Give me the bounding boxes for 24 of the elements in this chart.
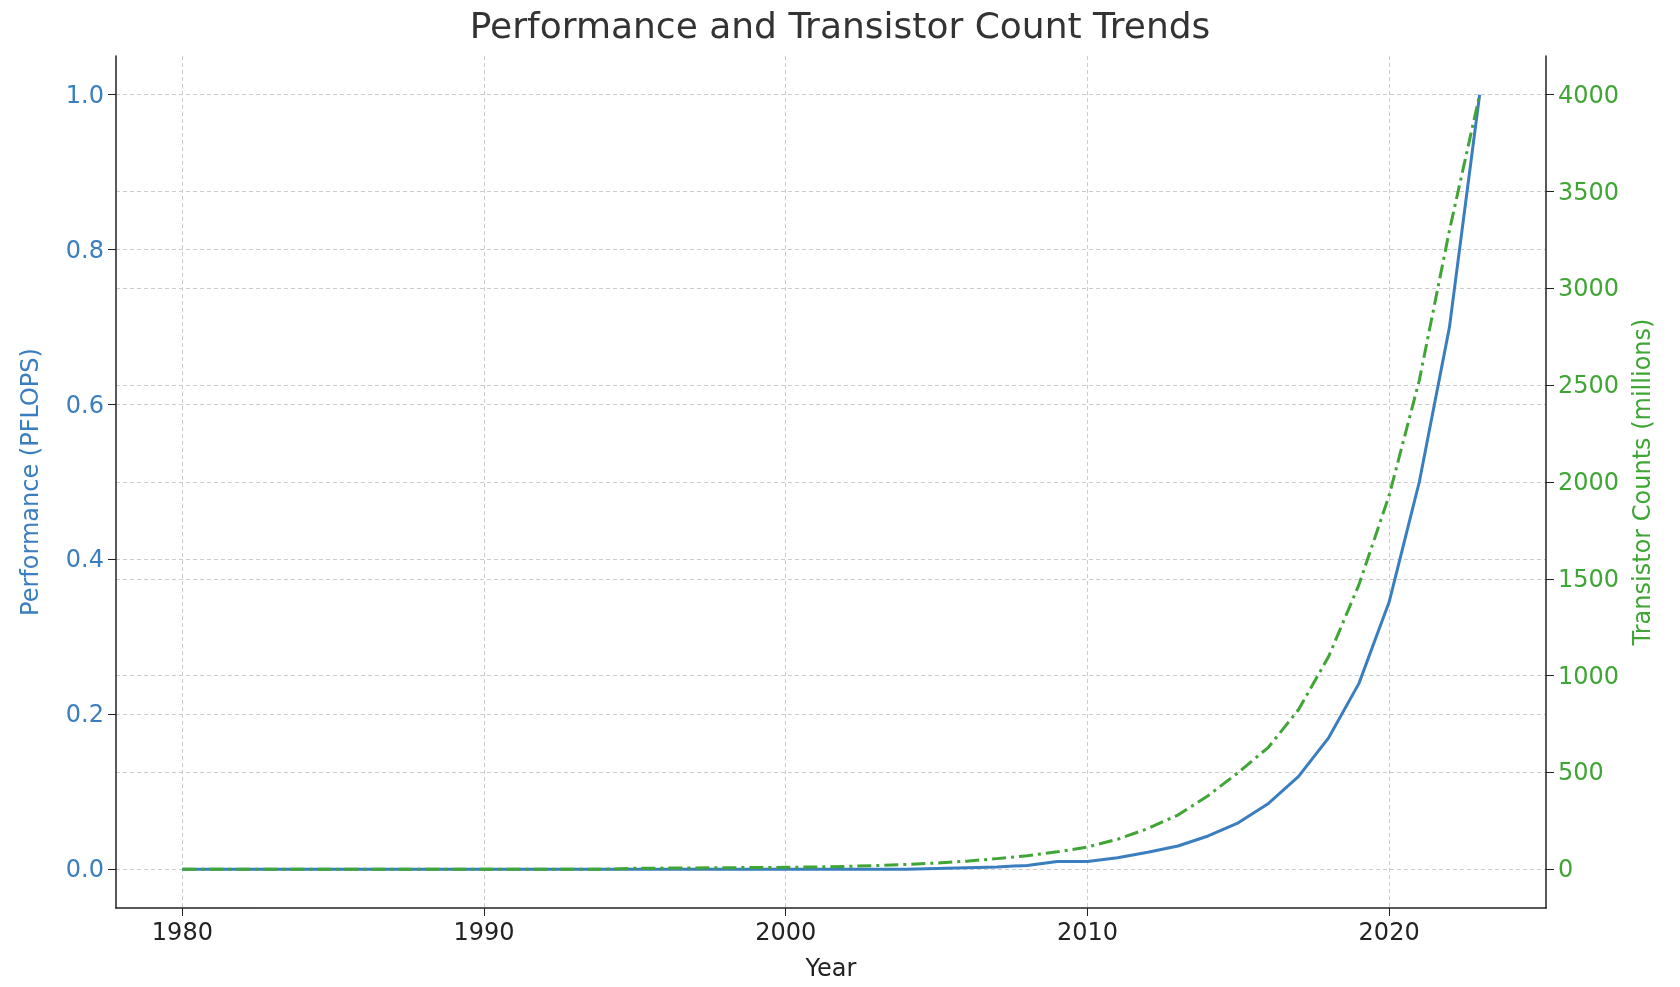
y-tick-label: 0.8 (65, 235, 104, 264)
y-tick-label: 0.0 (65, 855, 104, 884)
x-tick-label: 2000 (755, 918, 817, 946)
y2-tick-label: 0 (1558, 855, 1574, 884)
y2-tick-label: 4000 (1558, 80, 1620, 109)
y-tick-label: 1.0 (65, 80, 104, 109)
y-tick-label: 0.6 (65, 390, 104, 419)
x-tick-label: 2020 (1358, 918, 1420, 946)
y-tick-label: 0.2 (65, 700, 104, 729)
y2-tick-label: 2500 (1558, 371, 1620, 400)
y-axis-title: Performance (PFLOPS) (16, 348, 44, 616)
y2-tick-label: 1500 (1558, 564, 1620, 593)
x-tick-label: 1990 (453, 918, 515, 946)
y2-tick-label: 3000 (1558, 274, 1620, 303)
x-tick-label: 2010 (1056, 918, 1118, 946)
y2-axis-title: Transistor Counts (millions) (1627, 318, 1656, 647)
y2-tick-label: 2000 (1558, 468, 1620, 496)
x-axis-title: Year (804, 954, 857, 982)
chart-title: Performance and Transistor Count Trends (469, 4, 1211, 46)
y2-tick-label: 1000 (1558, 661, 1620, 690)
y2-tick-label: 3500 (1558, 177, 1620, 206)
y-tick-label: 0.4 (65, 545, 104, 574)
x-tick-label: 1980 (151, 918, 213, 946)
y2-tick-label: 500 (1558, 758, 1604, 787)
